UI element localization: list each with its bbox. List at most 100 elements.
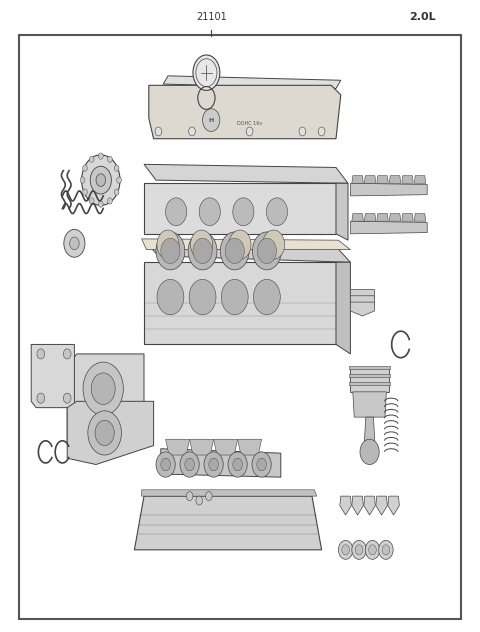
Circle shape	[257, 458, 266, 471]
Circle shape	[98, 153, 103, 159]
Polygon shape	[149, 85, 341, 138]
Circle shape	[161, 458, 170, 471]
Polygon shape	[144, 262, 336, 344]
Polygon shape	[377, 214, 388, 221]
Circle shape	[98, 201, 103, 207]
Circle shape	[379, 540, 393, 559]
Circle shape	[246, 127, 253, 136]
Polygon shape	[350, 221, 427, 234]
Circle shape	[229, 230, 251, 259]
Circle shape	[37, 393, 45, 403]
Circle shape	[199, 198, 220, 226]
Polygon shape	[142, 490, 317, 496]
Circle shape	[209, 458, 218, 471]
Polygon shape	[350, 296, 374, 310]
Circle shape	[299, 127, 306, 136]
Circle shape	[63, 349, 71, 359]
Circle shape	[166, 198, 187, 226]
Circle shape	[83, 165, 87, 171]
Circle shape	[108, 198, 112, 204]
Polygon shape	[389, 176, 401, 183]
Circle shape	[82, 155, 120, 205]
Circle shape	[90, 166, 111, 194]
Polygon shape	[67, 354, 144, 442]
Circle shape	[88, 411, 121, 455]
Polygon shape	[402, 214, 413, 221]
Circle shape	[114, 165, 119, 171]
Polygon shape	[166, 439, 190, 455]
Circle shape	[63, 393, 71, 403]
Polygon shape	[350, 289, 374, 303]
Text: 2.0L: 2.0L	[409, 12, 436, 22]
Circle shape	[89, 156, 94, 162]
Circle shape	[188, 232, 217, 270]
Polygon shape	[350, 302, 374, 316]
Circle shape	[257, 238, 276, 264]
Polygon shape	[388, 496, 399, 515]
Text: H: H	[209, 118, 214, 123]
Polygon shape	[144, 164, 348, 183]
Circle shape	[205, 492, 212, 501]
Polygon shape	[67, 401, 154, 465]
Circle shape	[228, 452, 247, 477]
Bar	[349, 374, 390, 377]
Circle shape	[157, 279, 184, 315]
Circle shape	[318, 127, 325, 136]
Circle shape	[96, 174, 106, 186]
Circle shape	[83, 362, 123, 415]
Polygon shape	[144, 240, 350, 262]
Circle shape	[342, 545, 349, 555]
Polygon shape	[389, 214, 401, 221]
Circle shape	[225, 238, 244, 264]
Circle shape	[156, 452, 175, 477]
Circle shape	[352, 540, 366, 559]
Polygon shape	[31, 344, 74, 408]
Circle shape	[70, 237, 79, 250]
Polygon shape	[350, 367, 389, 392]
Circle shape	[117, 177, 121, 183]
Circle shape	[186, 492, 193, 501]
Circle shape	[204, 452, 223, 477]
Circle shape	[252, 232, 281, 270]
Polygon shape	[134, 496, 322, 550]
Polygon shape	[364, 496, 375, 515]
Polygon shape	[376, 496, 387, 515]
Circle shape	[203, 109, 220, 131]
Polygon shape	[377, 176, 388, 183]
Circle shape	[157, 230, 179, 259]
Circle shape	[83, 189, 87, 195]
Circle shape	[108, 156, 112, 162]
Circle shape	[189, 279, 216, 315]
Polygon shape	[402, 176, 413, 183]
Bar	[349, 366, 390, 369]
Circle shape	[155, 127, 162, 136]
Polygon shape	[364, 214, 376, 221]
Polygon shape	[353, 392, 386, 417]
Circle shape	[91, 373, 115, 404]
Circle shape	[266, 198, 288, 226]
Circle shape	[338, 540, 353, 559]
Polygon shape	[142, 239, 350, 250]
Polygon shape	[352, 496, 363, 515]
Polygon shape	[350, 183, 427, 196]
Text: DOHC 16v: DOHC 16v	[237, 121, 262, 126]
Circle shape	[161, 238, 180, 264]
Circle shape	[369, 545, 376, 555]
Circle shape	[114, 189, 119, 195]
Circle shape	[360, 439, 379, 465]
Circle shape	[382, 545, 390, 555]
Circle shape	[253, 279, 280, 315]
Circle shape	[263, 230, 285, 259]
Polygon shape	[336, 183, 348, 240]
Circle shape	[196, 496, 203, 505]
Polygon shape	[161, 449, 281, 477]
Polygon shape	[214, 439, 238, 455]
Polygon shape	[190, 439, 214, 455]
Circle shape	[95, 420, 114, 446]
Circle shape	[37, 349, 45, 359]
Circle shape	[355, 545, 363, 555]
Polygon shape	[414, 176, 426, 183]
Polygon shape	[364, 176, 376, 183]
Circle shape	[193, 55, 220, 90]
Bar	[349, 382, 390, 385]
